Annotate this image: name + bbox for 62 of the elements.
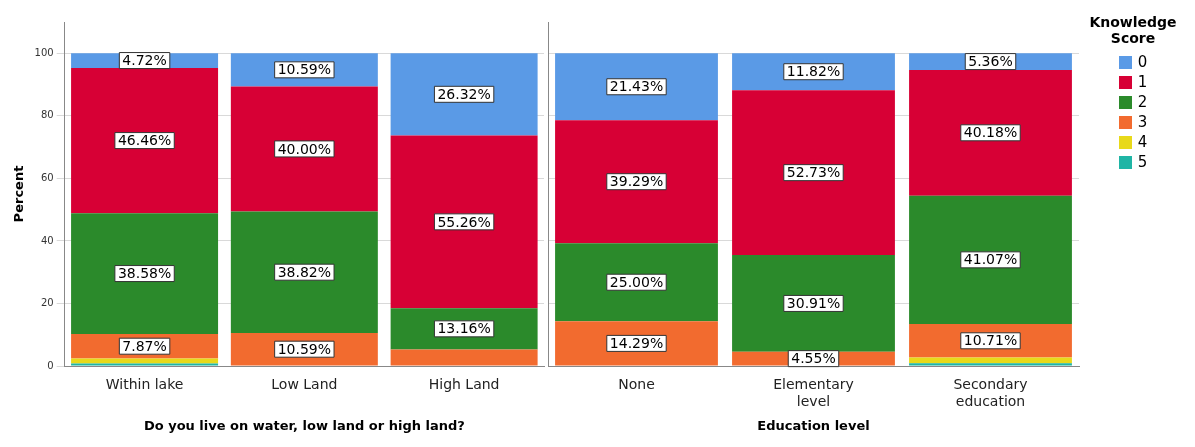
bar xyxy=(230,86,378,212)
bar xyxy=(909,195,1072,325)
bar xyxy=(555,243,718,322)
legend-label: 2 xyxy=(1137,93,1148,111)
x-tick-label: None xyxy=(618,376,655,393)
data-label: 46.46% xyxy=(117,132,172,149)
bar xyxy=(390,135,538,309)
y-tick-label: 60 xyxy=(40,171,54,183)
y-tick-label: 80 xyxy=(40,109,54,121)
bar xyxy=(71,213,219,334)
bar xyxy=(71,67,219,214)
data-label: 10.59% xyxy=(277,340,332,357)
legend-label: 5 xyxy=(1137,153,1148,171)
bar xyxy=(390,349,538,366)
legend-label: 4 xyxy=(1137,133,1148,151)
x-tick-label: High Land xyxy=(428,376,500,393)
y-tick-label: 0 xyxy=(47,359,54,371)
data-label: 10.59% xyxy=(277,61,332,78)
y-tick-label: 40 xyxy=(40,234,54,246)
data-label: 4.72% xyxy=(122,52,167,69)
bar xyxy=(732,255,895,352)
x-axis-title: Do you live on water, low land or high land? xyxy=(143,417,465,433)
data-label: 55.26% xyxy=(437,213,491,230)
bar xyxy=(909,363,1072,366)
data-label: 10.71% xyxy=(963,332,1018,349)
data-label: 11.82% xyxy=(786,63,841,80)
data-label: 7.87% xyxy=(122,337,167,354)
data-label: 52.73% xyxy=(786,164,841,181)
x-axis-title: Education level xyxy=(757,417,870,433)
data-label: 13.16% xyxy=(437,320,491,337)
data-label: 38.82% xyxy=(277,263,332,280)
data-label: 4.55% xyxy=(791,350,836,367)
data-label: 39.29% xyxy=(609,173,664,190)
data-label: 26.32% xyxy=(437,85,491,102)
bar xyxy=(390,53,538,136)
bar xyxy=(230,211,378,333)
legend-title: Knowledge Score xyxy=(1088,14,1178,46)
legend-label: 3 xyxy=(1137,113,1148,131)
legend-label: 0 xyxy=(1137,53,1148,71)
data-label: 40.00% xyxy=(277,140,332,157)
data-label: 21.43% xyxy=(609,78,664,95)
bar xyxy=(909,69,1072,196)
data-label: 14.29% xyxy=(609,335,664,352)
bar xyxy=(71,358,219,364)
bar xyxy=(732,90,895,256)
data-label: 40.18% xyxy=(963,124,1018,141)
bar xyxy=(555,120,718,244)
x-tick-label: Elementary level xyxy=(773,376,854,409)
data-label: 38.58% xyxy=(117,265,172,282)
y-tick-label: 20 xyxy=(40,297,54,309)
legend-label: 1 xyxy=(1137,73,1148,91)
y-tick-label: 100 xyxy=(34,46,54,58)
bar xyxy=(555,53,718,121)
bar xyxy=(71,363,219,366)
y-axis-title: Percent xyxy=(11,165,27,223)
data-label: 25.00% xyxy=(609,273,664,290)
data-label: 5.36% xyxy=(968,53,1013,70)
data-label: 41.07% xyxy=(963,251,1018,268)
x-tick-label: Within lake xyxy=(105,376,184,393)
data-label: 30.91% xyxy=(786,295,841,312)
x-tick-label: Secondary education xyxy=(953,376,1028,409)
x-tick-label: Low Land xyxy=(271,376,338,393)
